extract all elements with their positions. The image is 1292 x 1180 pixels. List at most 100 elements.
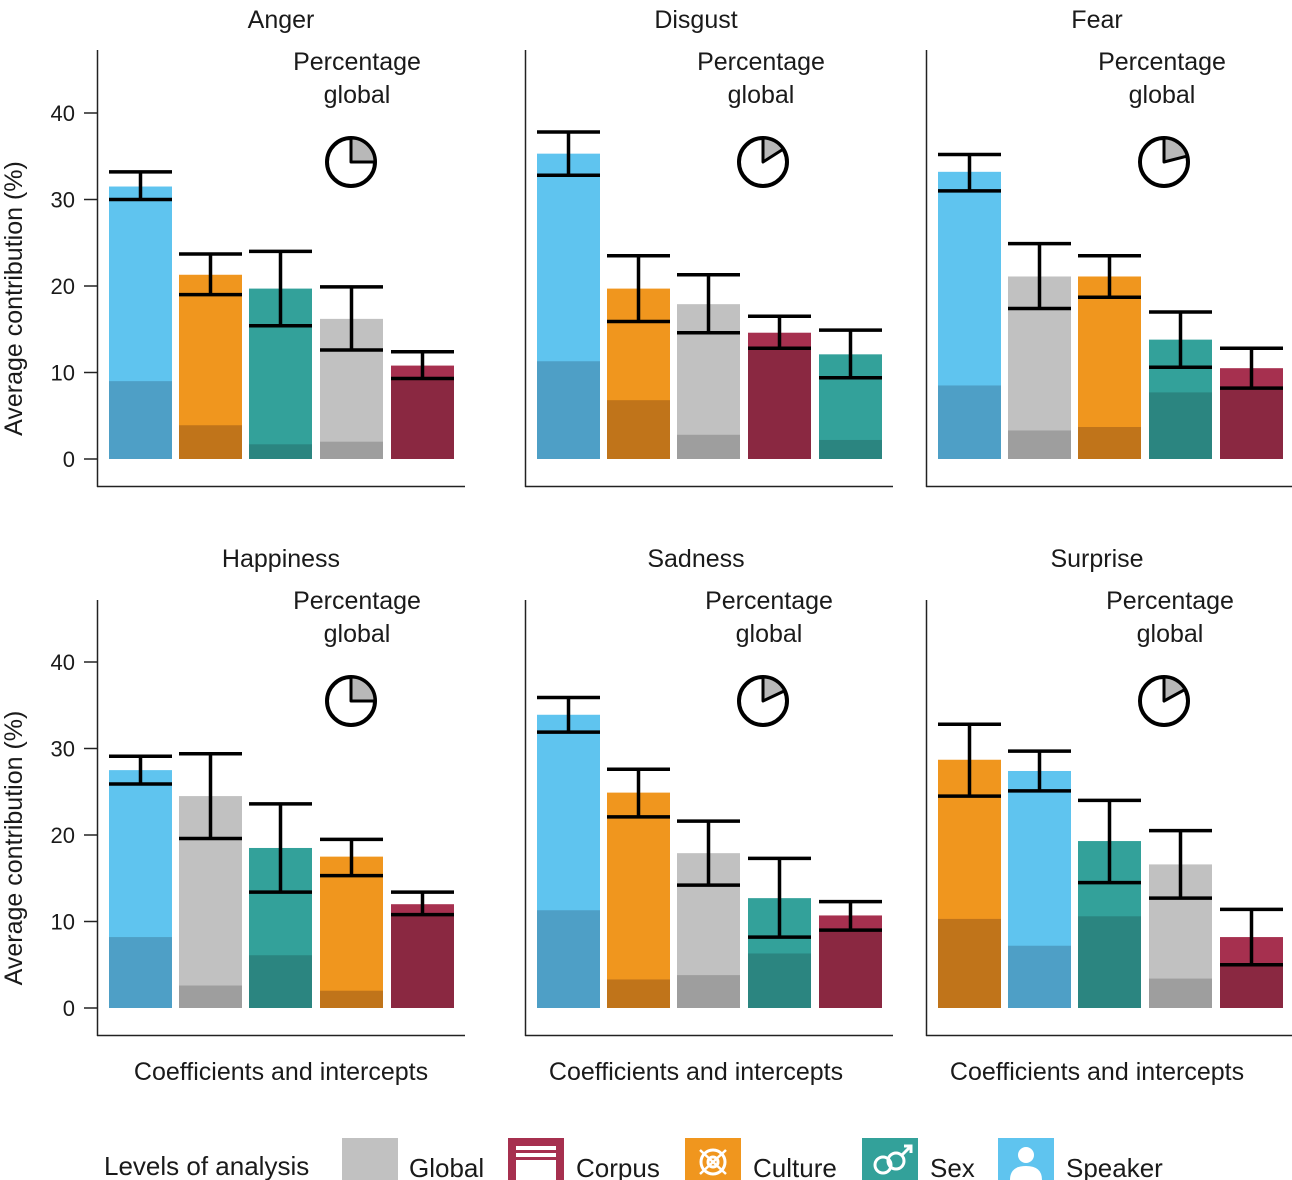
chart-panel-fear: Fear Percentage global: [925, 6, 1292, 488]
bar-sex: [819, 328, 882, 459]
bar-intercept-global: [320, 441, 383, 459]
panel-title: Happiness: [222, 545, 340, 573]
corpus-book-icon: [508, 1138, 564, 1180]
chart-panel-sadness: Sadness Percentage global Coefficients and …: [524, 545, 893, 1086]
bar-global: [677, 819, 740, 1008]
bar-intercept-corpus: [1220, 388, 1283, 459]
bar-intercept-speaker: [537, 361, 600, 459]
bar-corpus: [1220, 346, 1283, 459]
y-tick-label: 10: [51, 361, 75, 386]
inset-label-line1: Percentage: [1098, 48, 1226, 76]
bar-intercept-speaker: [109, 937, 172, 1008]
inset-label-line2: global: [1129, 81, 1196, 109]
panel-title: Sadness: [647, 545, 744, 573]
bar-global: [1149, 828, 1212, 1008]
bar-sex: [1149, 310, 1212, 459]
bar-intercept-culture: [938, 918, 1001, 1008]
bar-corpus: [391, 349, 454, 459]
y-tick-label: 0: [63, 996, 75, 1021]
chart-panel-disgust: Disgust Percentage global: [524, 6, 893, 488]
bar-global: [179, 751, 242, 1008]
legend-label-global: Global: [409, 1153, 484, 1180]
bar-sex: [748, 856, 811, 1008]
bar-intercept-culture: [320, 990, 383, 1008]
bar-culture: [179, 252, 242, 459]
bar-intercept-sex: [249, 955, 312, 1008]
y-tick-label: 10: [51, 910, 75, 935]
bar-total-culture: [320, 856, 383, 1008]
bar-intercept-corpus: [1220, 964, 1283, 1008]
bar-intercept-global: [677, 434, 740, 459]
bar-corpus: [748, 314, 811, 459]
x-axis-label: Coefficients and intercepts: [950, 1058, 1244, 1086]
panel-title: Anger: [248, 6, 315, 34]
sex-symbol-icon: [862, 1138, 918, 1180]
bar-intercept-culture: [607, 400, 670, 459]
bar-total-culture: [607, 792, 670, 1008]
y-axis-label: Average contribution (%): [0, 161, 28, 436]
bar-intercept-global: [1149, 978, 1212, 1008]
y-tick-label: 20: [51, 274, 75, 299]
bar-intercept-global: [179, 985, 242, 1008]
pie-global-slice: [1162, 136, 1189, 164]
bar-intercept-corpus: [819, 930, 882, 1008]
bar-intercept-culture: [179, 425, 242, 459]
inset-label-line1: Percentage: [1106, 587, 1234, 615]
bar-speaker: [938, 152, 1001, 459]
percentage-global-pie: [737, 136, 789, 188]
y-tick-label: 30: [51, 737, 75, 762]
inset-label-line2: global: [324, 620, 391, 648]
bar-culture: [607, 253, 670, 459]
inset-label-line1: Percentage: [705, 587, 833, 615]
bar-culture: [320, 837, 383, 1008]
percentage-global-pie: [325, 675, 377, 727]
bar-speaker: [109, 754, 172, 1008]
pie-global-slice: [349, 675, 377, 703]
bar-intercept-culture: [1078, 426, 1141, 459]
bar-corpus: [819, 899, 882, 1008]
bar-intercept-sex: [819, 439, 882, 459]
legend-title: Levels of analysis: [104, 1151, 309, 1180]
y-tick-label: 30: [51, 188, 75, 213]
y-tick-label: 20: [51, 823, 75, 848]
bar-speaker: [537, 695, 600, 1008]
x-axis-label: Coefficients and intercepts: [134, 1058, 428, 1086]
pie-global-slice: [1162, 675, 1187, 703]
bar-speaker: [537, 130, 600, 459]
global-swatch: [342, 1138, 398, 1180]
y-tick-label: 40: [51, 650, 75, 675]
legend: Levels of analysis Global Corpus Culture: [104, 1138, 1163, 1180]
y-tick-label: 0: [63, 447, 75, 472]
speaker-person-icon: [998, 1138, 1054, 1180]
bar-intercept-speaker: [938, 385, 1001, 459]
pie-global-slice: [761, 675, 787, 703]
bar-intercept-sex: [249, 444, 312, 459]
chart-panel-anger: Anger 0 10 20 30 40 Average contribution (%) Pe…: [0, 6, 465, 488]
bar-intercept-global: [1008, 430, 1071, 459]
percentage-global-pie: [325, 136, 377, 188]
inset-label-line2: global: [1137, 620, 1204, 648]
bar-intercept-global: [677, 975, 740, 1008]
legend-label-culture: Culture: [753, 1153, 837, 1180]
panel-title: Disgust: [654, 6, 737, 34]
legend-label-speaker: Speaker: [1066, 1153, 1163, 1180]
bar-global: [320, 285, 383, 459]
inset-label-line2: global: [728, 81, 795, 109]
pie-global-slice: [761, 136, 785, 164]
bar-intercept-speaker: [1008, 945, 1071, 1008]
bar-corpus: [391, 890, 454, 1008]
percentage-global-pie: [737, 675, 789, 727]
y-tick-label: 40: [51, 101, 75, 126]
bar-global: [677, 273, 740, 459]
chart-panel-surprise: Surprise Percentage global Coefficients and…: [925, 545, 1292, 1086]
bar-intercept-corpus: [391, 914, 454, 1008]
x-axis-label: Coefficients and intercepts: [549, 1058, 843, 1086]
chart-panel-happiness: Happiness 0 10 20 30 40 Average contribution (…: [0, 545, 465, 1086]
bar-intercept-sex: [748, 953, 811, 1008]
bar-speaker: [1008, 749, 1071, 1008]
bar-culture: [938, 722, 1001, 1008]
bar-speaker: [109, 170, 172, 459]
inset-label-line1: Percentage: [293, 48, 421, 76]
inset-label-line2: global: [736, 620, 803, 648]
bar-intercept-speaker: [537, 910, 600, 1008]
